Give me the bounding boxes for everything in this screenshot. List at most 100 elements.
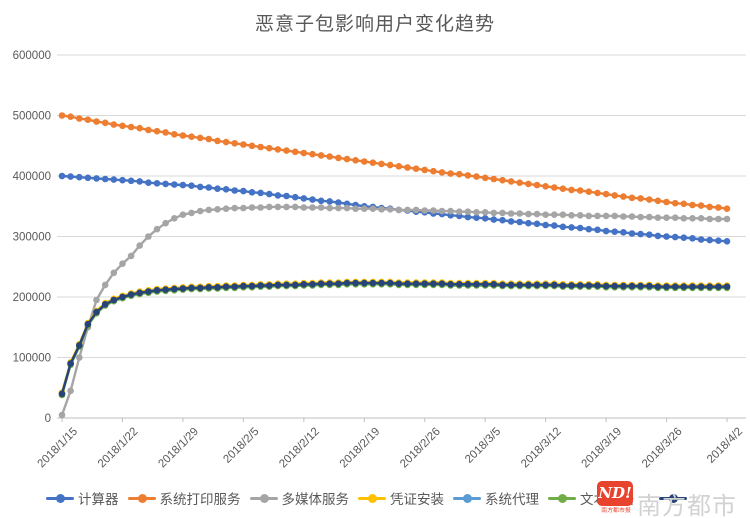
series-point — [93, 118, 100, 125]
series-point — [153, 180, 161, 187]
series-point — [248, 204, 256, 211]
series-point — [594, 189, 601, 197]
legend-item-calculator: 计算器 — [46, 488, 119, 508]
series-point — [145, 179, 152, 186]
series-point — [456, 281, 463, 288]
series-point — [110, 269, 118, 277]
series-point — [430, 207, 437, 214]
series-point — [317, 280, 325, 288]
series-point — [67, 387, 74, 395]
series-point — [404, 164, 411, 171]
series-point — [654, 283, 662, 291]
series-point — [620, 213, 627, 220]
series-point — [378, 206, 385, 213]
x-tick-label: 2018/2/19 — [338, 426, 383, 471]
y-tick-label: 400000 — [13, 171, 51, 183]
series-point — [300, 195, 308, 202]
series-point — [274, 146, 282, 153]
series-point — [283, 203, 290, 211]
series-point — [706, 203, 713, 211]
series-point — [464, 172, 472, 179]
series-point — [602, 227, 610, 235]
series-point — [568, 224, 575, 231]
series-point — [473, 281, 480, 288]
series-point — [222, 205, 230, 212]
y-tick-label: 500000 — [13, 111, 51, 123]
series-point — [481, 281, 489, 288]
series-point — [248, 282, 256, 290]
series-point — [291, 193, 299, 201]
series-point — [576, 187, 584, 194]
series-point — [637, 282, 644, 290]
series-point — [456, 208, 463, 215]
series-point — [67, 173, 74, 180]
series-point — [369, 159, 377, 166]
series-point — [171, 181, 178, 188]
y-tick-label: 200000 — [13, 292, 51, 304]
series-point — [404, 206, 411, 214]
series-point — [343, 155, 351, 163]
series-point — [542, 281, 549, 289]
series-point — [283, 147, 290, 154]
x-tick-label: 2018/1/22 — [96, 426, 141, 471]
series-point — [300, 149, 308, 157]
series-point — [188, 182, 195, 189]
y-tick-label: 0 — [45, 413, 51, 425]
series-point — [706, 283, 713, 291]
series-point — [309, 281, 316, 288]
series-point — [559, 185, 567, 192]
series-point — [533, 220, 541, 228]
series-point — [680, 234, 688, 241]
series-point — [222, 283, 230, 291]
legend-item-multimedia-service: 多媒体服务 — [249, 488, 350, 508]
series-point — [611, 212, 618, 220]
legend: 计算器 系统打印服务 多媒体服务 凭证安装 系统代理 文本转语 — [46, 488, 691, 508]
series-point — [153, 225, 161, 233]
series-point — [689, 215, 696, 222]
series-point — [361, 205, 368, 212]
series-point — [568, 282, 575, 289]
series-point — [335, 280, 342, 288]
legend-label: 多媒体服务 — [281, 492, 350, 507]
series-point — [430, 280, 437, 288]
series-point — [205, 206, 213, 214]
series-point — [611, 282, 618, 290]
series-point — [188, 133, 195, 140]
series-point — [386, 206, 394, 213]
series-point — [697, 283, 705, 291]
series-point — [551, 211, 558, 218]
x-tick-label: 2018/2/26 — [398, 426, 443, 471]
legend-marker-icon — [358, 493, 386, 503]
y-tick-label: 300000 — [13, 232, 51, 244]
series-point — [309, 196, 316, 203]
series-point — [343, 279, 351, 287]
series-point — [214, 185, 221, 192]
series-point — [628, 213, 636, 220]
series-point — [326, 198, 334, 205]
series-point — [516, 210, 523, 217]
series-point — [257, 143, 264, 151]
series-point — [689, 283, 696, 291]
series-point — [84, 116, 92, 123]
series-point — [196, 207, 204, 215]
series-point — [283, 281, 290, 289]
series-point — [611, 192, 618, 199]
series-point — [205, 284, 213, 291]
series-point — [162, 286, 169, 294]
series-point — [119, 260, 126, 268]
series-point — [84, 320, 92, 328]
series-point — [723, 238, 731, 245]
series-point — [67, 360, 74, 367]
series-point — [646, 196, 653, 203]
series-point — [646, 213, 653, 221]
series-point — [361, 279, 368, 287]
series-point — [715, 215, 722, 223]
series-point — [551, 281, 558, 289]
plot-area: 0 100000 200000 300000 400000 500000 600000 201… — [13, 50, 746, 471]
legend-item-print-service: 系统打印服务 — [127, 488, 241, 508]
series-line-3 — [60, 280, 727, 393]
series-point — [76, 354, 83, 361]
series-point — [516, 179, 523, 186]
series-point — [266, 190, 273, 198]
series-point — [231, 283, 238, 291]
